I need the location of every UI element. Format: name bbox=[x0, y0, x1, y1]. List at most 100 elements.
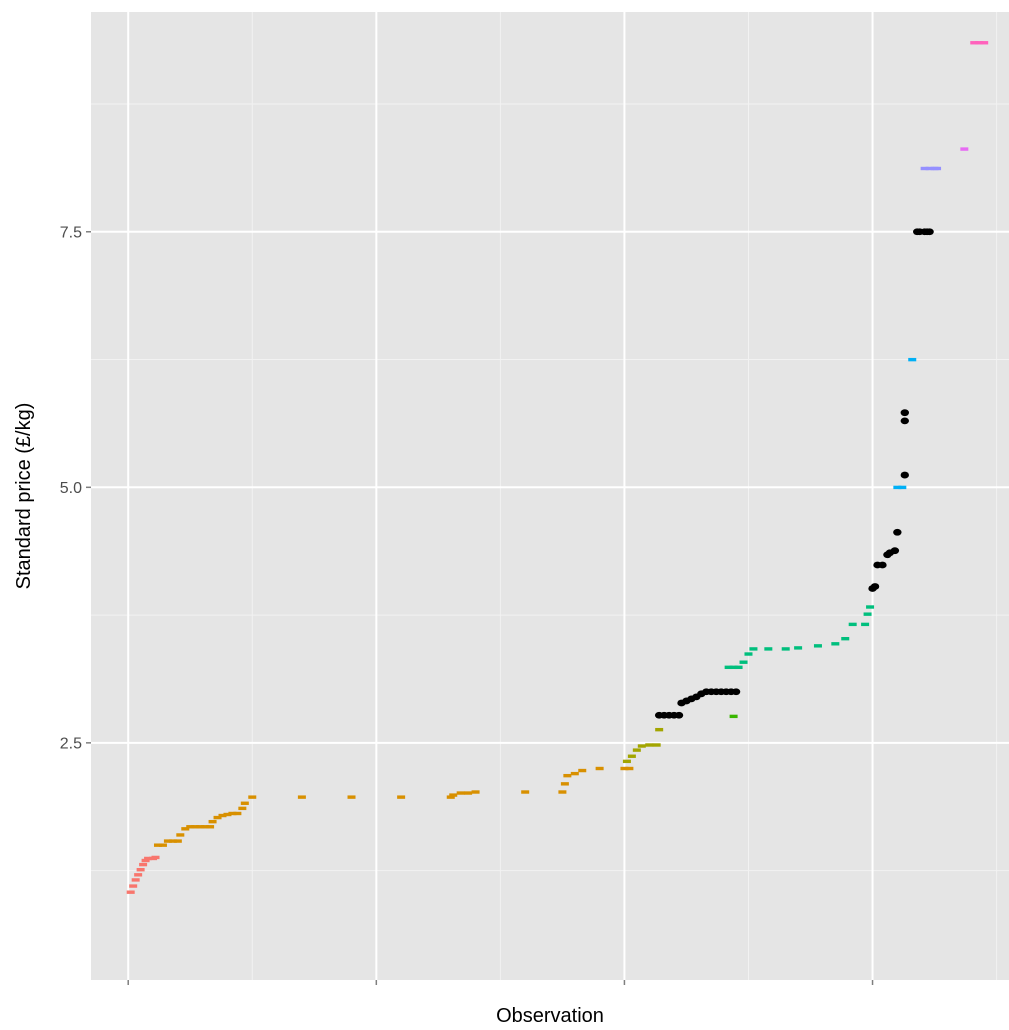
data-point bbox=[153, 843, 162, 847]
data-point bbox=[131, 878, 140, 882]
data-point bbox=[201, 825, 210, 829]
data-point bbox=[558, 790, 567, 794]
data-point bbox=[471, 790, 480, 794]
data-point bbox=[238, 806, 247, 811]
data-point bbox=[223, 812, 232, 817]
data-point bbox=[861, 622, 870, 627]
data-point bbox=[622, 759, 631, 764]
data-point bbox=[213, 815, 222, 820]
data-point bbox=[456, 791, 465, 795]
data-point bbox=[831, 642, 840, 646]
plot-panel bbox=[91, 12, 1009, 980]
x-axis-title: Observation bbox=[496, 1005, 604, 1027]
data-point bbox=[908, 357, 917, 362]
data-point bbox=[126, 890, 135, 894]
data-point bbox=[136, 868, 145, 872]
data-point bbox=[848, 622, 857, 627]
data-point bbox=[560, 782, 569, 786]
data-point bbox=[781, 647, 790, 651]
y-axis-ticks: 2.5 5.0 7.5 bbox=[60, 224, 874, 985]
major-gridlines bbox=[91, 12, 1009, 980]
data-point bbox=[578, 768, 587, 773]
data-point bbox=[870, 583, 880, 590]
data-point bbox=[397, 795, 406, 799]
data-point bbox=[521, 790, 530, 794]
data-point bbox=[191, 825, 200, 829]
data-point bbox=[141, 858, 150, 863]
data-point bbox=[794, 646, 803, 650]
data-point bbox=[841, 636, 850, 641]
data-point bbox=[863, 612, 872, 616]
data-point bbox=[731, 688, 741, 696]
data-point bbox=[218, 813, 227, 818]
data-point bbox=[980, 41, 989, 45]
data-point bbox=[652, 743, 661, 747]
data-point bbox=[139, 862, 148, 867]
data-point bbox=[749, 647, 758, 651]
data-point bbox=[620, 766, 629, 771]
data-point bbox=[744, 652, 753, 656]
minor-gridlines bbox=[91, 12, 1009, 980]
data-point bbox=[813, 644, 822, 648]
data-point bbox=[729, 665, 738, 670]
data-point bbox=[900, 417, 909, 425]
y-tick-label: 7.5 bbox=[60, 224, 82, 241]
data-point bbox=[632, 748, 641, 752]
data-point bbox=[925, 228, 934, 236]
data-point bbox=[866, 605, 875, 609]
data-point bbox=[134, 873, 143, 877]
data-point bbox=[925, 166, 934, 171]
data-point bbox=[240, 801, 249, 805]
y-tick-label: 2.5 bbox=[60, 735, 82, 752]
data-point bbox=[347, 795, 356, 799]
data-point bbox=[208, 819, 217, 824]
data-point bbox=[129, 884, 138, 888]
data-point bbox=[900, 409, 909, 417]
data-point bbox=[898, 485, 907, 490]
data-point bbox=[446, 795, 455, 799]
data-point bbox=[173, 839, 182, 843]
data-point bbox=[960, 147, 969, 151]
data-point bbox=[151, 855, 160, 860]
data-point bbox=[206, 825, 215, 829]
data-point bbox=[764, 647, 773, 651]
data-point bbox=[739, 660, 748, 664]
data-point bbox=[893, 485, 902, 490]
data-point bbox=[970, 41, 979, 45]
data-point bbox=[196, 825, 205, 829]
data-point bbox=[144, 856, 153, 861]
data-point bbox=[900, 471, 909, 479]
data-point bbox=[228, 811, 237, 816]
data-point bbox=[163, 839, 172, 843]
data-point bbox=[878, 561, 887, 569]
data-point bbox=[248, 795, 257, 799]
y-axis-title: Standard price (£/kg) bbox=[13, 403, 35, 590]
data-point bbox=[186, 825, 195, 829]
data-point bbox=[645, 743, 654, 747]
data-point bbox=[933, 166, 942, 171]
data-point bbox=[158, 843, 167, 847]
data-marks bbox=[126, 41, 989, 894]
data-point bbox=[570, 771, 579, 776]
data-point bbox=[181, 827, 190, 831]
data-point bbox=[637, 744, 646, 748]
data-point bbox=[729, 714, 738, 719]
data-point bbox=[233, 811, 242, 816]
y-tick-label: 5.0 bbox=[60, 480, 82, 497]
data-point bbox=[734, 665, 743, 670]
data-point bbox=[975, 41, 984, 45]
data-point bbox=[920, 166, 929, 171]
data-point bbox=[449, 793, 458, 797]
data-point bbox=[890, 547, 900, 555]
data-point bbox=[627, 754, 636, 758]
data-point bbox=[563, 773, 572, 778]
data-point bbox=[595, 766, 604, 771]
data-point bbox=[893, 528, 902, 536]
data-point bbox=[297, 795, 306, 799]
data-point bbox=[625, 766, 634, 771]
data-point bbox=[724, 665, 733, 670]
data-point bbox=[176, 833, 185, 837]
data-point bbox=[655, 727, 664, 732]
data-point bbox=[674, 711, 684, 719]
